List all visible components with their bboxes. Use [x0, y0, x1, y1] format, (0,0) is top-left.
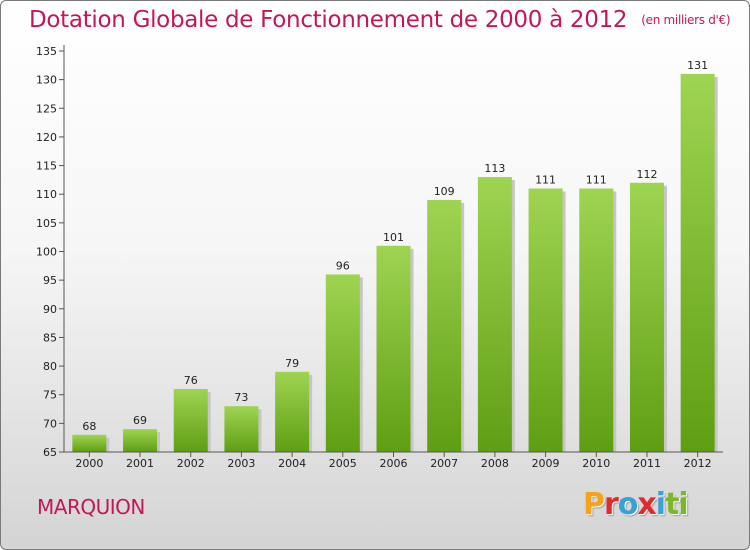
bar: [224, 406, 259, 452]
y-tick-label: 90: [43, 303, 57, 316]
y-tick-label: 120: [36, 131, 57, 144]
x-tick-label: 2004: [278, 457, 306, 470]
data-label: 79: [285, 357, 299, 370]
bar: [528, 188, 563, 452]
x-tick-label: 2000: [75, 457, 103, 470]
bar: [123, 429, 158, 452]
proxiti-logo: Proxiti: [583, 487, 689, 522]
bar: [275, 371, 310, 452]
chart-title: Dotation Globale de Fonctionnement de 20…: [29, 7, 731, 33]
x-tick-label: 2001: [126, 457, 154, 470]
bar: [477, 177, 512, 452]
data-label: 111: [586, 173, 607, 186]
x-tick-label: 2006: [380, 457, 408, 470]
bar: [376, 245, 411, 452]
x-tick-label: 2012: [684, 457, 712, 470]
data-label: 111: [535, 173, 556, 186]
y-tick-label: 115: [36, 160, 57, 173]
data-label: 113: [484, 162, 505, 175]
data-label: 68: [82, 420, 96, 433]
y-tick-label: 135: [36, 45, 57, 58]
x-tick-label: 2011: [633, 457, 661, 470]
data-label: 76: [184, 374, 198, 387]
bar: [427, 199, 462, 452]
logo-letter: i: [655, 487, 666, 522]
data-label: 69: [133, 414, 147, 427]
x-tick-label: 2005: [329, 457, 357, 470]
data-label: 96: [336, 259, 350, 272]
logo-letter: r: [604, 487, 619, 522]
title-text: Dotation Globale de Fonctionnement de 20…: [29, 7, 628, 33]
y-tick-label: 80: [43, 360, 57, 373]
y-tick-label: 95: [43, 274, 57, 287]
y-tick-label: 65: [43, 446, 57, 459]
data-label: 131: [687, 59, 708, 72]
data-label: 73: [234, 391, 248, 404]
x-tick-label: 2003: [227, 457, 255, 470]
x-tick-label: 2009: [532, 457, 560, 470]
y-tick-label: 75: [43, 389, 57, 402]
bar: [173, 388, 208, 452]
bar: [325, 274, 360, 452]
bar: [72, 434, 107, 452]
logo-letter: o: [617, 487, 639, 522]
x-tick-label: 2007: [430, 457, 458, 470]
y-tick-label: 125: [36, 102, 57, 115]
x-tick-label: 2002: [177, 457, 205, 470]
logo-letter: x: [637, 487, 656, 522]
y-tick-label: 110: [36, 188, 57, 201]
y-tick-label: 85: [43, 331, 57, 344]
y-tick-label: 105: [36, 217, 57, 230]
bar: [629, 182, 664, 452]
y-tick-label: 100: [36, 246, 57, 259]
bar: [579, 188, 614, 452]
y-tick-label: 130: [36, 74, 57, 87]
logo-letter: i: [678, 487, 688, 522]
logo-letter: t: [665, 487, 679, 522]
unit-label: (en milliers d'€): [641, 13, 731, 27]
y-tick-label: 70: [43, 417, 57, 430]
x-tick-label: 2008: [481, 457, 509, 470]
data-label: 101: [383, 231, 404, 244]
bar: [680, 73, 715, 453]
logo-letter: P: [583, 487, 605, 522]
data-label: 112: [636, 168, 657, 181]
data-label: 109: [434, 185, 455, 198]
commune-name: MARQUION: [37, 495, 145, 519]
x-tick-label: 2010: [582, 457, 610, 470]
